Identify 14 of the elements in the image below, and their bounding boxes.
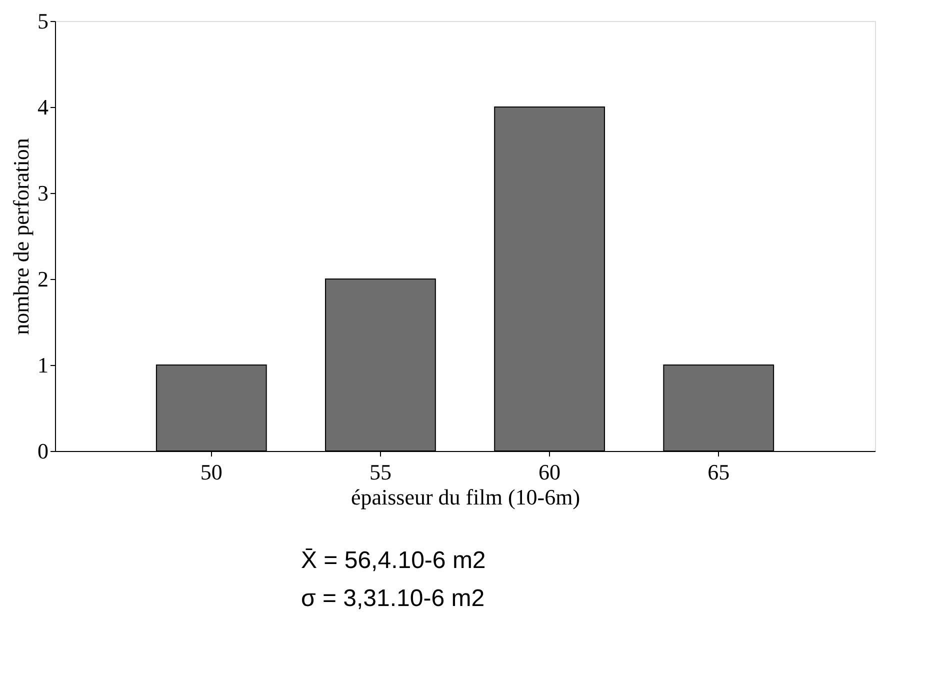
y-tick-label: 4 xyxy=(38,94,48,120)
text: X̄ = 56,4.10-6 m2 xyxy=(301,547,486,574)
x-axis-title: épaisseur du film (10-6m) xyxy=(350,484,580,510)
x-tick-label: 50 xyxy=(200,460,222,484)
y-tick-label: 3 xyxy=(38,180,48,206)
x-tick-label: 55 xyxy=(369,460,392,484)
y-axis-title: nombre de perforation xyxy=(8,138,34,335)
y-tick-label: 5 xyxy=(38,8,48,34)
y-tick-label: 0 xyxy=(38,438,48,464)
y-tick-label: 1 xyxy=(38,352,48,378)
x-tick-label: 60 xyxy=(538,460,561,484)
x-tick-label: 65 xyxy=(708,460,730,484)
y-tick-label: 2 xyxy=(38,266,48,292)
text: σ = 3,31.10-6 m2 xyxy=(301,585,485,612)
